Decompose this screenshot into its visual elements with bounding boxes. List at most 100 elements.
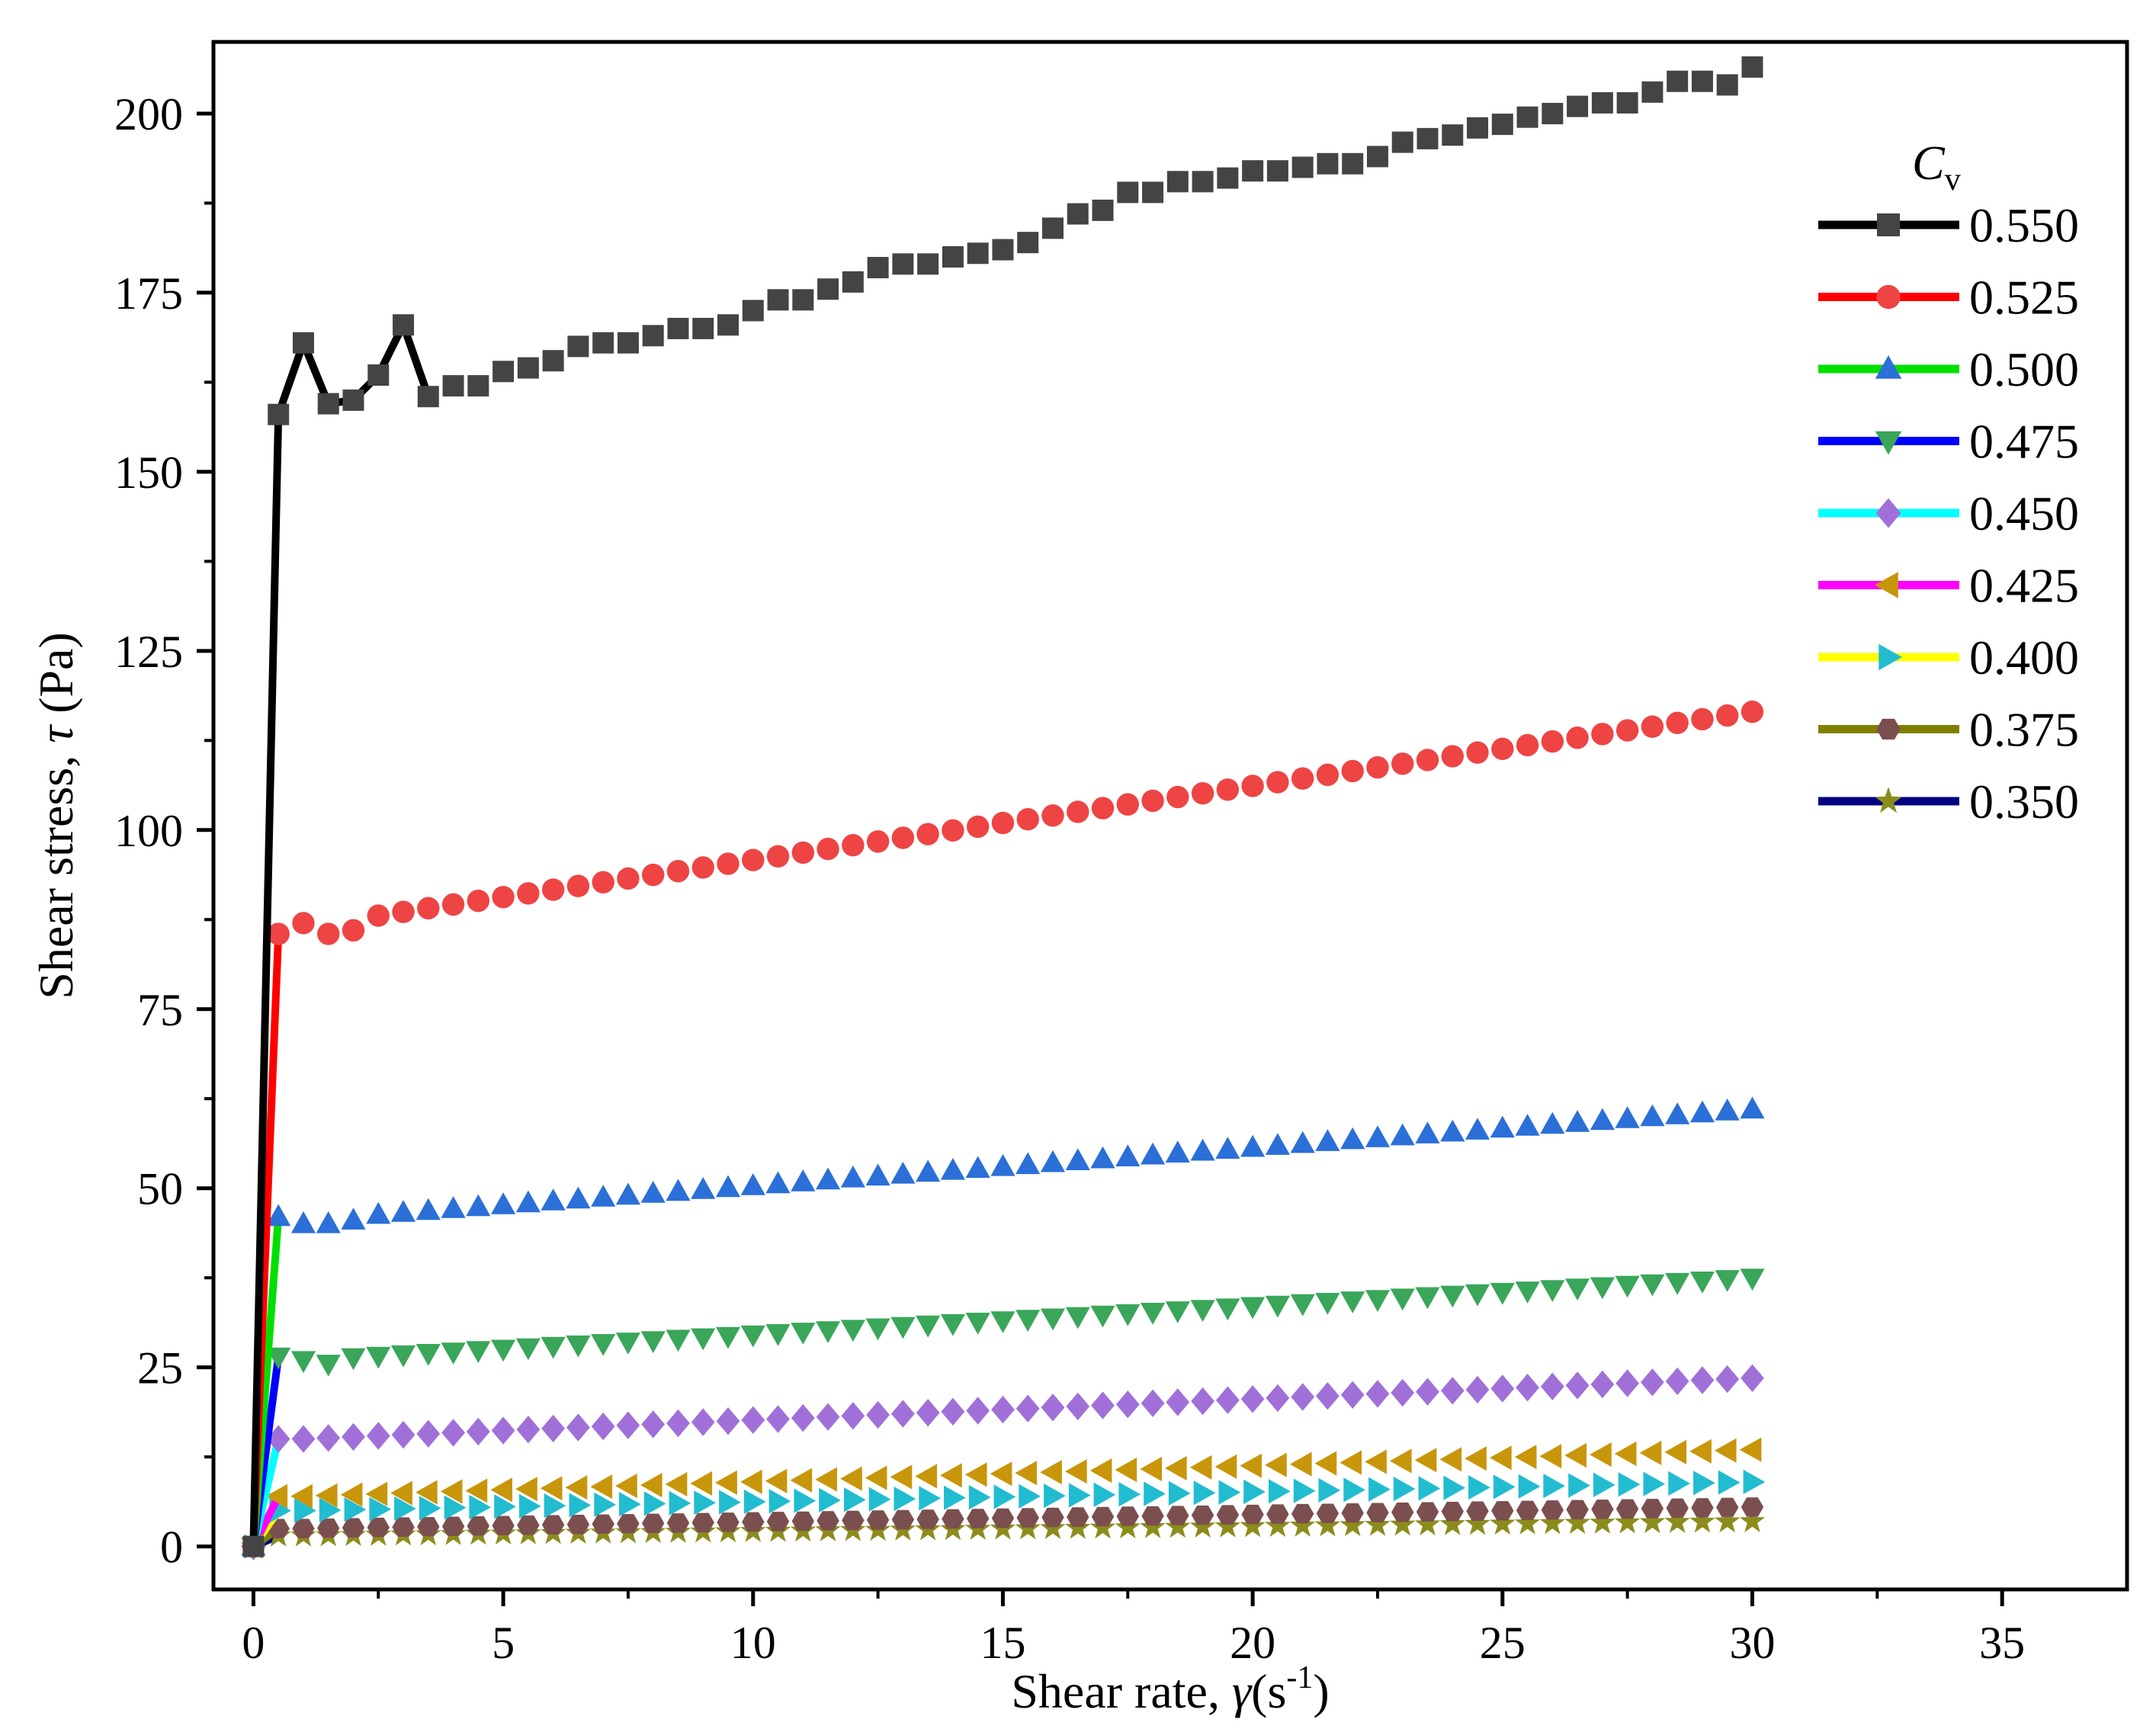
legend-title-sub: v: [1945, 162, 1961, 197]
data-point: [1065, 1148, 1090, 1170]
data-point: [1289, 1451, 1312, 1477]
x-tick-label: 15: [980, 1618, 1025, 1668]
data-point: [841, 1402, 865, 1430]
data-point: [1091, 797, 1115, 819]
data-point: [567, 335, 589, 358]
data-point: [815, 1467, 837, 1492]
data-point: [643, 1491, 666, 1516]
data-point: [1566, 726, 1589, 749]
data-point: [1142, 181, 1164, 204]
data-point: [1218, 1480, 1241, 1505]
data-point: [1541, 730, 1564, 753]
data-point: [1314, 1451, 1337, 1476]
data-point: [1339, 1450, 1362, 1475]
legend-label: 0.450: [1969, 486, 2079, 540]
data-point: [1490, 1374, 1515, 1403]
data-point: [740, 1469, 762, 1494]
data-point: [1166, 1506, 1189, 1525]
data-point: [1516, 1500, 1539, 1520]
data-point: [1339, 1512, 1365, 1537]
data-point: [1144, 1481, 1166, 1506]
data-point: [417, 1517, 440, 1537]
data-point: [266, 1347, 291, 1370]
data-point: [1343, 1477, 1365, 1503]
data-point: [415, 1198, 441, 1220]
data-point: [291, 1425, 316, 1453]
data-point: [1615, 1106, 1640, 1128]
data-point: [1390, 1123, 1415, 1146]
data-point: [719, 1490, 741, 1515]
data-point: [441, 1516, 465, 1536]
data-point: [417, 386, 439, 408]
legend-entry: 0.425: [1818, 559, 2079, 613]
y-tick-label: 100: [114, 806, 183, 856]
legend-entry: 0.350: [1818, 775, 2079, 829]
data-point: [491, 1416, 515, 1445]
data-point: [1041, 1507, 1064, 1528]
data-point: [916, 1509, 939, 1529]
data-point: [1241, 1504, 1264, 1525]
data-point: [317, 922, 340, 945]
data-point: [892, 253, 914, 275]
x-tick-label: 35: [1979, 1618, 2025, 1668]
data-point: [1266, 771, 1289, 794]
data-point: [367, 364, 390, 386]
legend-label: 0.400: [1969, 630, 2079, 685]
data-point: [1368, 1477, 1391, 1502]
data-point: [1115, 1304, 1141, 1326]
data-point: [516, 1416, 541, 1444]
data-point: [393, 314, 415, 336]
data-point: [1668, 1471, 1690, 1496]
data-point: [1341, 759, 1364, 783]
data-point: [1243, 1479, 1266, 1505]
data-point: [1166, 1388, 1190, 1416]
data-point: [1739, 1437, 1762, 1462]
data-point: [791, 1169, 816, 1192]
data-point: [442, 375, 464, 397]
data-point: [790, 1467, 813, 1493]
data-point: [591, 1185, 616, 1207]
data-point: [392, 1517, 415, 1537]
data-point: [1265, 1133, 1290, 1155]
data-point: [515, 1338, 541, 1361]
data-point: [342, 919, 365, 942]
data-point: [415, 1344, 441, 1366]
data-point: [265, 1483, 288, 1509]
data-point: [1190, 1513, 1216, 1538]
data-point: [615, 1182, 640, 1205]
data-point: [816, 1167, 841, 1190]
legend: Cv0.550 0.525 0.500 0.475 0.450 0.425 0.400 0.3…: [1818, 136, 2079, 829]
series-0_425: [240, 1437, 1762, 1559]
data-point: [1416, 127, 1439, 149]
data-point: [467, 1516, 489, 1536]
data-point: [1041, 1394, 1065, 1422]
data-point: [691, 1328, 716, 1351]
y-tick-label: 150: [114, 447, 183, 498]
data-point: [1643, 1471, 1666, 1496]
data-point: [366, 1422, 390, 1450]
x-axis-title-main: Shear rate,: [1011, 1664, 1232, 1718]
data-point: [765, 1468, 788, 1493]
data-point: [1441, 1502, 1464, 1522]
data-point: [640, 1181, 666, 1203]
x-tick-label: 30: [1729, 1618, 1775, 1668]
legend-marker: [1875, 498, 1901, 528]
data-point: [1516, 106, 1538, 128]
data-point: [1240, 1385, 1265, 1413]
data-point: [1640, 1274, 1665, 1297]
x-tick-label: 0: [242, 1618, 265, 1668]
legend-marker: [1875, 787, 1902, 813]
data-point: [592, 332, 614, 354]
data-point: [1516, 1374, 1539, 1402]
data-point: [992, 239, 1014, 261]
data-point: [615, 1474, 637, 1499]
data-point: [1090, 1305, 1115, 1328]
data-point: [369, 1496, 392, 1522]
data-point: [469, 1495, 492, 1520]
data-point: [494, 1494, 516, 1519]
data-point: [791, 841, 815, 864]
data-point: [541, 1414, 565, 1443]
data-point: [1365, 1290, 1391, 1312]
data-point: [890, 1464, 913, 1490]
